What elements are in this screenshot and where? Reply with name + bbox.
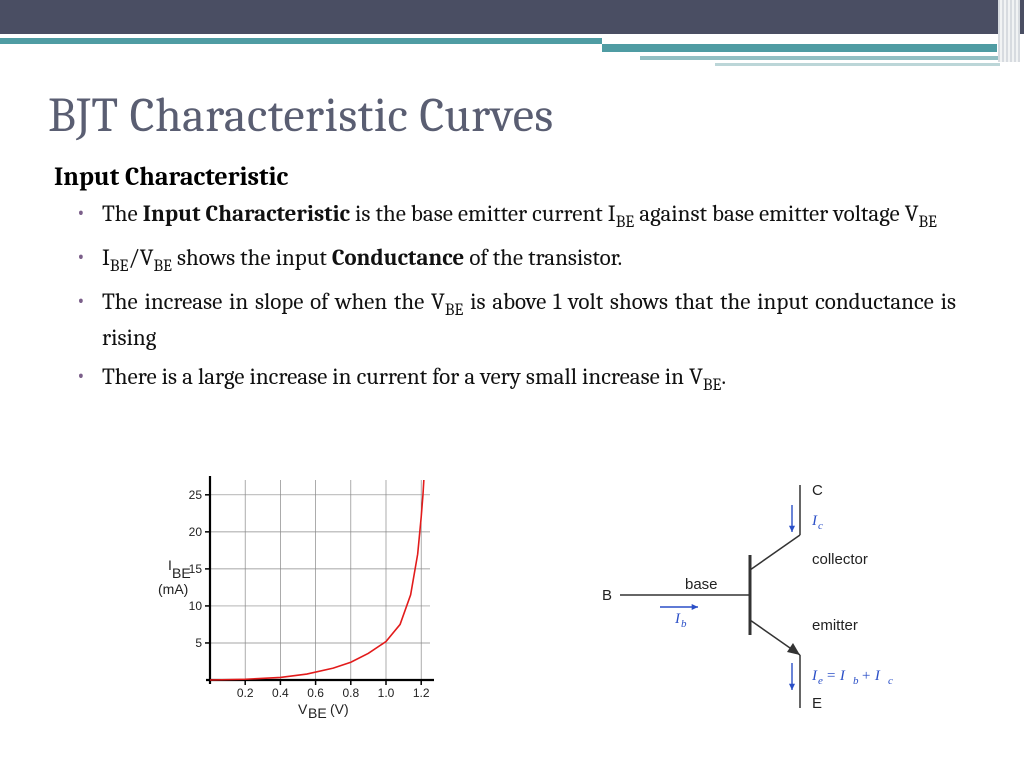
svg-text:15: 15 [189,562,203,576]
svg-text:0.2: 0.2 [237,686,254,700]
svg-text:I: I [674,611,681,627]
text: I [102,244,110,271]
header-teal-line-2 [602,44,997,52]
svg-text:emitter: emitter [812,617,858,634]
svg-text:BE: BE [172,565,191,581]
header-teal-line-1 [0,38,602,44]
svg-text:I: I [811,668,818,684]
svg-text:+ I: + I [861,668,881,684]
subscript: BE [153,257,172,276]
svg-text:25: 25 [189,488,203,502]
bullet-list: The Input Characteristic is the base emi… [76,198,956,405]
text: . [721,363,726,390]
svg-text:B: B [602,587,612,604]
svg-text:0.6: 0.6 [307,686,324,700]
text: The [102,200,143,227]
bullet-4: There is a large increase in current for… [76,361,956,397]
text-bold: Conductance [332,244,464,271]
text: shows the input [172,244,332,271]
input-characteristic-chart: 5101520250.20.40.60.81.01.2IBE(mA)VBE(V) [150,470,470,730]
bjt-symbol-diagram: CcollectoremitterEBbaseIcIbIe = Ib + Ic [590,480,930,720]
svg-text:1.2: 1.2 [413,686,430,700]
diagram-svg: CcollectoremitterEBbaseIcIbIe = Ib + Ic [590,480,930,720]
page-title: BJT Characteristic Curves [48,88,554,143]
text: is the base emitter current I [350,200,616,227]
svg-text:b: b [681,618,687,630]
svg-text:(V): (V) [330,701,349,717]
svg-text:1.0: 1.0 [378,686,395,700]
header-teal-line-4 [715,63,1000,66]
svg-text:collector: collector [812,551,868,568]
svg-text:c: c [888,675,893,687]
svg-text:e: e [818,675,823,687]
subscript: BE [918,213,937,232]
text: against base emitter voltage V [634,200,918,227]
subscript: BE [703,376,722,395]
text: of the transistor. [464,244,622,271]
svg-text:E: E [812,695,822,712]
text: The increase in slope of when the V [102,288,445,315]
svg-text:5: 5 [195,636,202,650]
subscript: BE [616,213,635,232]
svg-text:0.8: 0.8 [342,686,359,700]
svg-text:I: I [811,513,818,529]
header-right-pillar [998,0,1020,62]
svg-text:= I: = I [826,668,846,684]
svg-text:b: b [853,675,859,687]
text-bold: Input Characteristic [143,200,350,227]
svg-text:20: 20 [189,525,203,539]
bullet-2: IBE/VBE shows the input Conductance of t… [76,242,956,278]
subscript: BE [110,257,129,276]
bullet-3: The increase in slope of when the VBE is… [76,286,956,353]
header-band [0,0,1024,34]
text: /V [128,244,153,271]
svg-text:V: V [298,701,308,717]
svg-text:c: c [818,520,823,532]
svg-text:C: C [812,482,823,499]
svg-text:0.4: 0.4 [272,686,289,700]
svg-text:BE: BE [308,705,327,721]
text: There is a large increase in current for… [102,363,703,390]
svg-text:base: base [685,576,718,593]
svg-text:10: 10 [189,599,203,613]
subscript: BE [445,301,464,320]
chart-svg: 5101520250.20.40.60.81.01.2IBE(mA)VBE(V) [150,470,470,730]
bullet-1: The Input Characteristic is the base emi… [76,198,956,234]
svg-text:(mA): (mA) [158,581,188,597]
subheading: Input Characteristic [54,162,288,192]
header-teal-line-3 [640,56,1000,60]
